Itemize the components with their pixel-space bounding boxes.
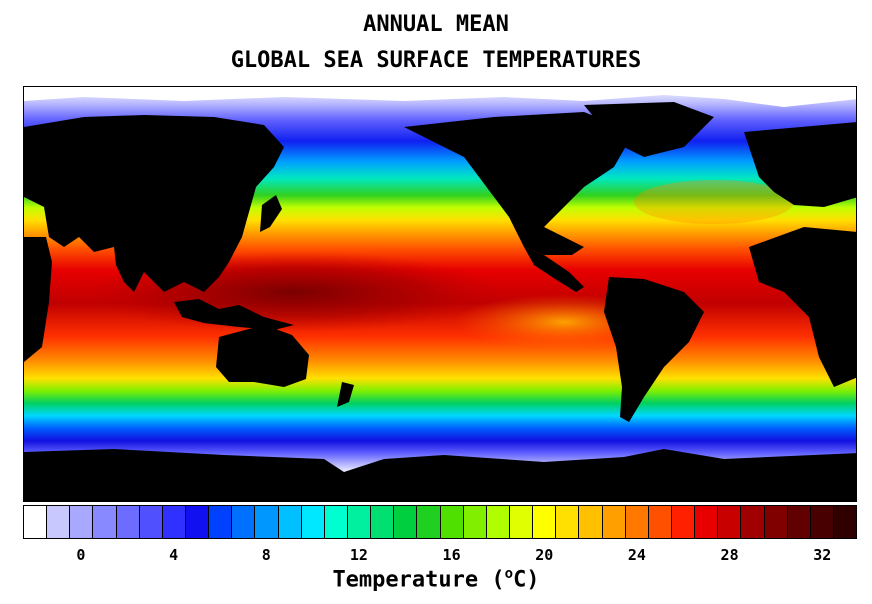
colorbar-swatch — [486, 506, 510, 538]
axis-label-prefix: Temperature ( — [332, 567, 505, 593]
land-africa-east — [24, 237, 52, 362]
colorbar-swatch — [24, 506, 48, 538]
colorbar-tick-label: 4 — [169, 546, 179, 564]
colorbar-swatch — [741, 506, 765, 538]
land-central-america — [524, 247, 584, 292]
land-indonesia — [174, 299, 294, 330]
colorbar-tick-label: 24 — [627, 546, 646, 564]
colorbar-swatch — [764, 506, 788, 538]
colorbar-swatch — [116, 506, 140, 538]
land-antarctica — [24, 449, 856, 501]
colorbar-tick-label: 32 — [813, 546, 832, 564]
colorbar-swatch — [648, 506, 672, 538]
colorbar-swatch — [625, 506, 649, 538]
colorbar-tick-label: 12 — [349, 546, 368, 564]
land-australia — [216, 325, 309, 387]
colorbar-swatch — [394, 506, 418, 538]
colorbar-swatch — [509, 506, 534, 538]
land-india — [114, 247, 144, 292]
colorbar-swatch — [301, 506, 325, 538]
colorbar-swatch — [718, 506, 742, 538]
colorbar-swatch — [810, 506, 834, 538]
colorbar-swatch — [695, 506, 719, 538]
land-north-america — [404, 112, 634, 255]
colorbar-swatch — [93, 506, 117, 538]
colorbar-swatch — [556, 506, 580, 538]
land-new-zealand — [337, 382, 354, 407]
colorbar-tick-label: 28 — [720, 546, 739, 564]
land-africa-west — [749, 227, 856, 387]
colorbar-swatch — [162, 506, 186, 538]
land-south-america — [604, 277, 704, 422]
colorbar-swatch — [70, 506, 94, 538]
temperature-colorbar — [23, 505, 857, 539]
colorbar-swatch — [347, 506, 372, 538]
colorbar-swatch — [787, 506, 811, 538]
colorbar-swatch — [324, 506, 348, 538]
colorbar-swatch — [440, 506, 464, 538]
colorbar-swatch — [47, 506, 71, 538]
colorbar-swatch — [463, 506, 487, 538]
colorbar-swatch — [417, 506, 441, 538]
map-title-line-1: ANNUAL MEAN — [363, 12, 509, 37]
sst-map — [23, 86, 857, 502]
colorbar-swatch — [579, 506, 603, 538]
north-atlantic-drift — [634, 180, 794, 224]
colorbar-swatch — [232, 506, 256, 538]
land-europe — [744, 122, 856, 207]
colorbar-tick-label: 20 — [535, 546, 554, 564]
colorbar-swatch — [185, 506, 210, 538]
colorbar-swatch — [371, 506, 395, 538]
axis-label-degree: o — [504, 566, 514, 582]
colorbar-axis-label: Temperature (oC) — [0, 566, 872, 592]
colorbar-swatch — [278, 506, 302, 538]
colorbar-tick-label: 0 — [76, 546, 86, 564]
map-title-line-2: GLOBAL SEA SURFACE TEMPERATURES — [230, 48, 642, 73]
arctic-ice — [24, 87, 856, 107]
colorbar-swatch — [139, 506, 163, 538]
land-greenland — [584, 102, 714, 157]
land-asia — [24, 115, 284, 292]
axis-label-suffix: C) — [513, 567, 540, 593]
colorbar-swatch — [833, 506, 857, 538]
colorbar-tick-label: 16 — [442, 546, 461, 564]
colorbar-swatch — [602, 506, 626, 538]
colorbar-swatch — [533, 506, 557, 538]
colorbar-swatch — [671, 506, 696, 538]
land-masses — [24, 102, 856, 501]
colorbar-swatch — [209, 506, 233, 538]
colorbar-tick-label: 8 — [261, 546, 271, 564]
land-japan — [260, 195, 282, 232]
colorbar-swatch — [255, 506, 279, 538]
